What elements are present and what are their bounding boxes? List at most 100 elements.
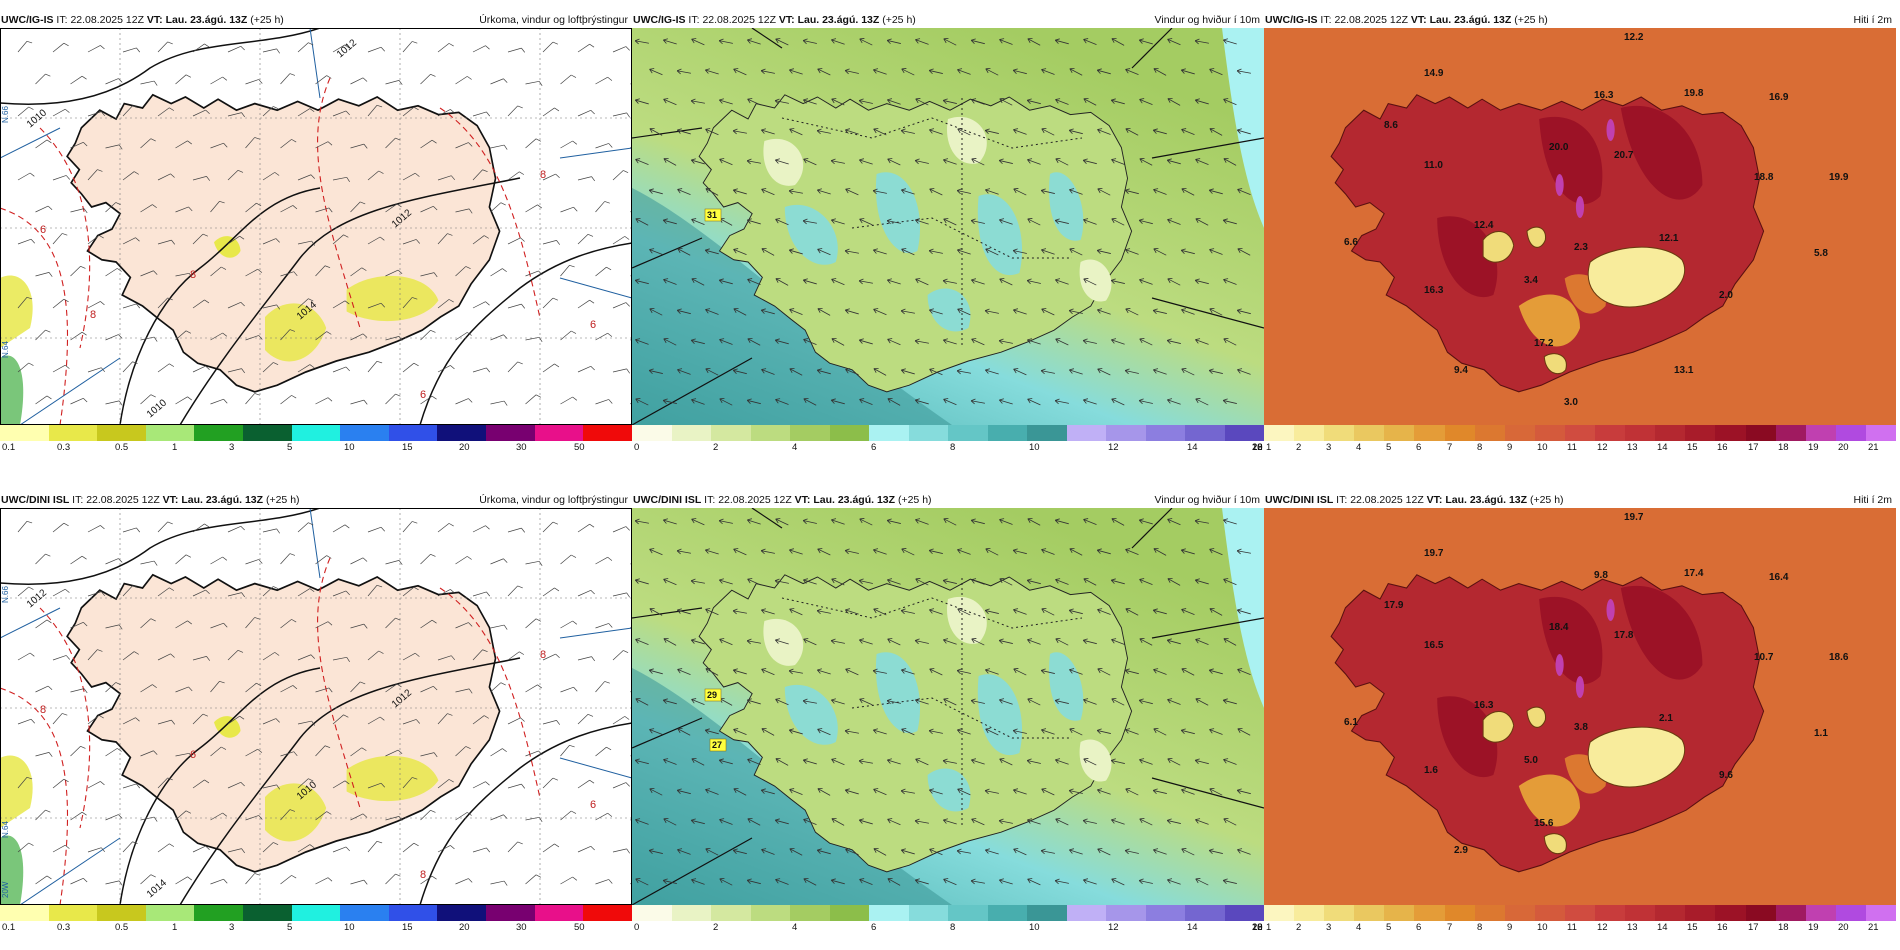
colorbar-tick-label: 6 xyxy=(871,922,877,933)
model-name: UWC/DINI ISL xyxy=(1265,494,1334,506)
precip-contour-label: 8 xyxy=(540,649,546,661)
colorbar-swatch xyxy=(908,905,948,921)
colorbar-swatch xyxy=(1224,425,1264,441)
colorbar-swatch xyxy=(1534,905,1565,921)
temperature-label: 8.6 xyxy=(1384,120,1398,131)
map-canvas[interactable]: 31 xyxy=(632,28,1264,425)
lead-time: (+25 h) xyxy=(882,14,916,26)
colorbar-swatch xyxy=(1027,905,1067,921)
temperature-label: 17.4 xyxy=(1684,568,1704,579)
colorbar-tick-label: 0.5 xyxy=(115,922,129,933)
colorbar-tick-label: 16 xyxy=(1717,922,1728,933)
colorbar-swatch xyxy=(1444,425,1475,441)
colorbar-swatch xyxy=(711,905,751,921)
colorbar-swatch xyxy=(1685,425,1716,441)
colorbar-tick-label: 4 xyxy=(1356,442,1362,453)
valid-label: VT: xyxy=(162,494,179,506)
map-canvas[interactable]: 29 27 xyxy=(632,508,1264,905)
colorbar-swatch xyxy=(1504,905,1535,921)
colorbar-tick-label: 17 xyxy=(1748,922,1759,933)
valid-time: Lau. 23.ágú. 13Z xyxy=(181,494,264,506)
temperature-label: 17.9 xyxy=(1384,600,1404,611)
temperature-label: 9.8 xyxy=(1594,570,1608,581)
legend: 1 2 3 4 5 6 7 8 9 10 11 12 13 14 15 16 17 18 19 20 21 xyxy=(1264,905,1896,941)
model-name: UWC/IG-IS xyxy=(1265,14,1318,26)
colorbar-swatch xyxy=(750,905,790,921)
panel-header: UWC/IG-IS IT: 22.08.2025 12Z VT: Lau. 23… xyxy=(632,12,1264,28)
temperature-label: 12.4 xyxy=(1474,220,1494,231)
colorbar-tick-label: 4 xyxy=(792,442,798,453)
legend: 0 2 4 6 8 10 12 14 16 18 20 22 xyxy=(632,905,1264,941)
colorbar-tick-label: 2 xyxy=(713,922,719,933)
precip-contour-label: 6 xyxy=(420,389,426,401)
colorbar-swatch xyxy=(194,425,244,441)
colorbar-swatch xyxy=(291,905,341,921)
panel-title: Vindur og hviður í 10m xyxy=(1154,494,1260,506)
colorbar-tick-label: 6 xyxy=(1416,442,1422,453)
colorbar-swatch xyxy=(1384,905,1415,921)
legend: 0 2 4 6 8 10 12 14 16 18 20 22 xyxy=(632,425,1264,461)
colorbar-tick-label: 2 xyxy=(1296,922,1302,933)
colorbar-tick-label: 5 xyxy=(1386,922,1392,933)
temperature-label: 9.6 xyxy=(1719,770,1733,781)
isobar-line xyxy=(0,508,321,585)
isobar-line xyxy=(419,242,632,425)
colorbar-swatch xyxy=(1625,905,1656,921)
temperature-label: 5.0 xyxy=(1524,755,1538,766)
precip-contour-label: 6 xyxy=(40,224,46,236)
colorbar-swatch xyxy=(1805,425,1836,441)
isobar-line xyxy=(0,28,321,105)
colorbar-tick-label: 0.3 xyxy=(57,922,71,933)
colorbar-tick-label: 14 xyxy=(1187,442,1198,453)
panel-title: Úrkoma, vindur og loftþrýstingur xyxy=(479,14,628,26)
colorbar-tick-label: 11 xyxy=(1567,922,1577,933)
colorbar-swatch xyxy=(1066,425,1106,441)
init-time: 22.08.2025 12Z xyxy=(1350,494,1424,506)
colorbar-tick-label: 16 xyxy=(1252,442,1263,453)
latitude-label: N.66 xyxy=(1,106,10,123)
colorbar-tick-label: 10 xyxy=(344,922,355,933)
map-canvas[interactable]: 12.2 14.9 8.6 16.3 19.8 16.9 20.0 20.7 11.0 18.8 1… xyxy=(1264,28,1896,425)
colorbar-tick-label: 8 xyxy=(950,442,956,453)
temp-colorbar xyxy=(1264,425,1896,441)
temperature-label: 18.8 xyxy=(1754,172,1774,183)
panel-title: Vindur og hviður í 10m xyxy=(1154,14,1260,26)
valid-label: VT: xyxy=(1410,14,1427,26)
map-canvas[interactable]: 1012 1012 1010 1014 8 6 8 8 6 N.66 N.64 20W xyxy=(0,508,632,905)
colorbar-tick-label: 30 xyxy=(516,922,527,933)
temperature-label: 3.8 xyxy=(1574,722,1588,733)
temperature-label: 6.1 xyxy=(1344,717,1358,728)
temperature-label: 6.6 xyxy=(1344,237,1358,248)
isobar-line xyxy=(119,667,321,905)
valid-time: Lau. 23.ágú. 13Z xyxy=(1445,494,1528,506)
colorbar-swatch xyxy=(1444,905,1475,921)
map-panel-temp: UWC/DINI ISL IT: 22.08.2025 12Z VT: Lau.… xyxy=(1264,492,1896,944)
colorbar-tick-label: 11 xyxy=(1567,442,1577,453)
init-time: 22.08.2025 12Z xyxy=(1334,14,1408,26)
legend: 1 2 3 4 5 6 7 8 9 10 11 12 13 14 15 16 17 18 19 20 21 xyxy=(1264,425,1896,461)
colorbar-tick-label: 8 xyxy=(1477,442,1483,453)
colorbar-swatch xyxy=(987,425,1027,441)
temperature-label: 19.7 xyxy=(1424,548,1444,559)
colorbar-swatch xyxy=(1106,425,1146,441)
colorbar-tick-label: 20 xyxy=(459,922,470,933)
colorbar-tick-label: 20 xyxy=(1838,442,1849,453)
panel-header: UWC/DINI ISL IT: 22.08.2025 12Z VT: Lau.… xyxy=(0,492,632,508)
colorbar-swatch xyxy=(194,905,244,921)
colorbar-swatch xyxy=(291,425,341,441)
colorbar-swatch xyxy=(1384,425,1415,441)
colorbar-tick-label: 14 xyxy=(1657,442,1668,453)
colorbar-tick-label: 16 xyxy=(1717,442,1728,453)
precip-contour-label: 8 xyxy=(540,169,546,181)
temperature-label: 11.0 xyxy=(1424,160,1443,171)
temperature-label: 18.4 xyxy=(1549,622,1569,633)
map-canvas[interactable]: 1010 1012 1014 1010 1012 6 8 8 6 6 8 N.66 N.64 xyxy=(0,28,632,425)
colorbar-swatch xyxy=(340,425,389,441)
colorbar-tick-label: 50 xyxy=(574,442,585,453)
colorbar-tick-label: 20 xyxy=(459,442,470,453)
temperature-label: 15.6 xyxy=(1534,818,1554,829)
map-canvas[interactable]: 19.7 19.7 17.9 9.8 17.4 16.4 18.4 17.8 16.5 10.7 1… xyxy=(1264,508,1896,905)
precip-contour-label: 6 xyxy=(590,319,596,331)
colorbar-swatch xyxy=(48,905,98,921)
